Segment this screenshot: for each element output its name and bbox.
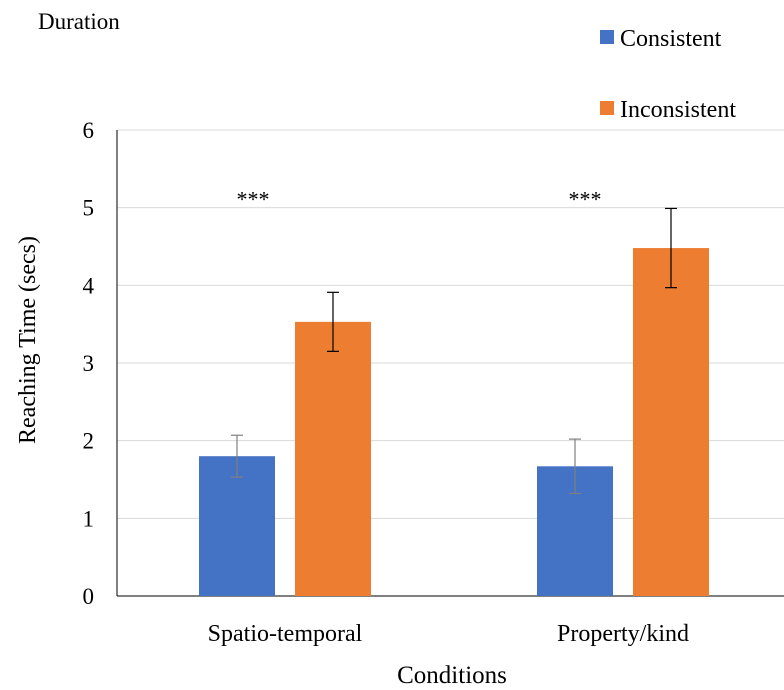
bar-inconsistent-1 [295,321,371,596]
legend-label-consistent: Consistent [620,26,722,52]
bar-inconsistent-2 [633,248,709,596]
legend-swatch-consistent [600,30,614,44]
y-tick-label: 5 [83,196,95,221]
y-tick-label: 3 [83,351,95,376]
y-tick-label: 6 [83,118,95,143]
y-tick-label: 1 [83,506,95,531]
x-tick-labels: Spatio-temporal Property/kind [208,621,689,647]
y-tick-labels: 0 1 2 3 4 5 6 [83,118,95,609]
significance-annotations: *** *** [237,187,602,212]
significance-annotation: *** [569,187,602,212]
x-axis-label: Conditions [397,662,507,689]
chart-title: Duration [38,9,120,34]
y-tick-label: 4 [83,273,95,298]
x-tick-label: Property/kind [557,621,689,647]
y-tick-label: 0 [83,584,95,609]
legend-label-inconsistent: Inconsistent [620,97,736,123]
y-axis-label: Reaching Time (secs) [15,236,41,444]
y-tick-label: 2 [83,429,95,454]
bars [199,248,709,596]
legend: Consistent Inconsistent [600,26,736,123]
bar-consistent-1 [199,456,275,596]
legend-swatch-inconsistent [600,101,614,115]
x-tick-label: Spatio-temporal [208,621,363,647]
error-bars [231,207,677,495]
significance-annotation: *** [237,187,270,212]
